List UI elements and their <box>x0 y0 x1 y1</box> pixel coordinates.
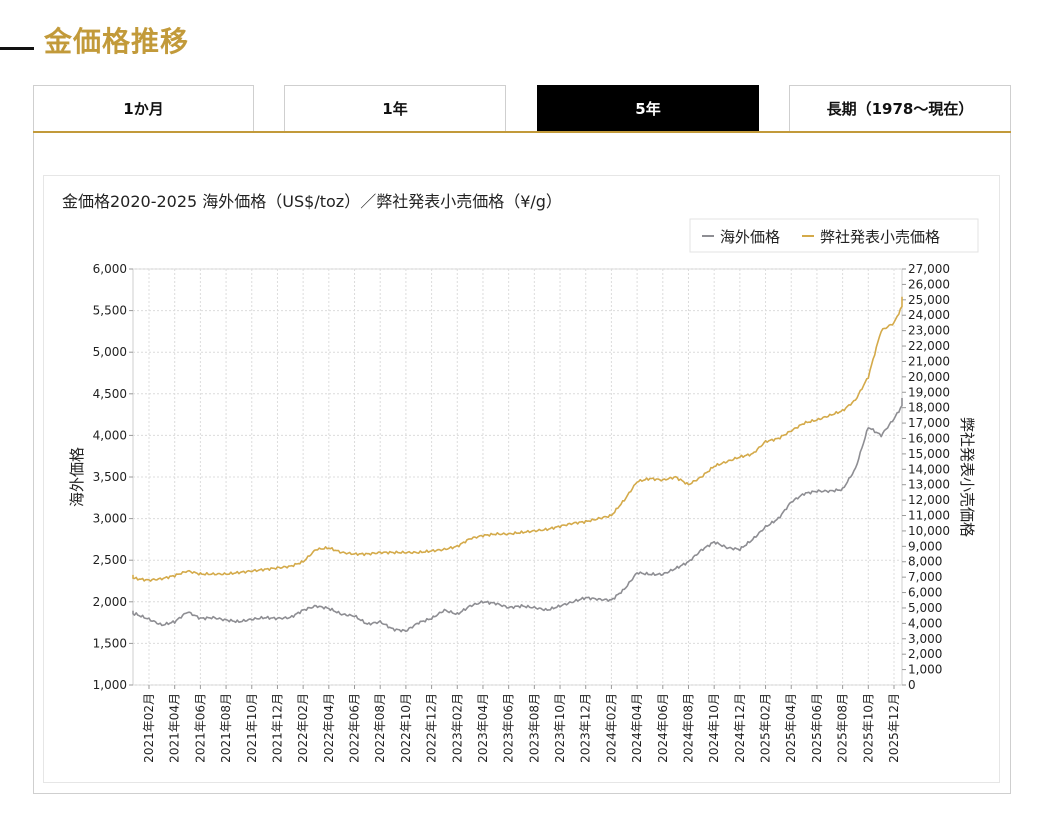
y2-tick-label: 2,000 <box>908 647 942 661</box>
x-tick-label: 2025年02月 <box>759 693 773 763</box>
period-tabs: 1か月 1年 5年 長期（1978〜現在） <box>33 85 1011 133</box>
tab-long-term[interactable]: 長期（1978〜現在） <box>789 85 1011 131</box>
x-tick-label: 2023年12月 <box>579 693 593 763</box>
x-tick-label: 2021年02月 <box>142 693 156 763</box>
x-tick-label: 2022年08月 <box>373 693 387 763</box>
x-tick-label: 2025年08月 <box>836 693 850 763</box>
y2-tick-label: 24,000 <box>908 308 950 322</box>
tab-1-year[interactable]: 1年 <box>284 85 506 131</box>
x-tick-label: 2025年10月 <box>861 693 875 763</box>
x-tick-label: 2025年12月 <box>887 693 901 763</box>
y2-tick-label: 5,000 <box>908 601 942 615</box>
y2-tick-label: 1,000 <box>908 663 942 677</box>
y2-tick-label: 14,000 <box>908 462 950 476</box>
x-tick-label: 2023年08月 <box>527 693 541 763</box>
y2-tick-label: 3,000 <box>908 632 942 646</box>
x-tick-label: 2023年06月 <box>502 693 516 763</box>
y-tick-label: 4,000 <box>93 428 127 442</box>
y2-tick-label: 7,000 <box>908 570 942 584</box>
x-tick-label: 2024年12月 <box>733 693 747 763</box>
page-title: 金価格推移 <box>44 25 190 58</box>
series-line-overseas <box>132 398 903 633</box>
legend-box <box>689 218 979 253</box>
y2-tick-label: 17,000 <box>908 416 950 430</box>
tab-5-years[interactable]: 5年 <box>537 85 759 131</box>
y-tick-label: 6,000 <box>93 262 127 276</box>
x-tick-label: 2022年10月 <box>399 693 413 763</box>
title-underline <box>0 47 34 50</box>
y2-tick-label: 15,000 <box>908 447 950 461</box>
x-tick-label: 2021年12月 <box>270 693 284 763</box>
y2-tick-label: 10,000 <box>908 524 950 538</box>
y2-tick-label: 18,000 <box>908 401 950 415</box>
x-tick-label: 2023年04月 <box>476 693 490 763</box>
x-tick-label: 2024年02月 <box>604 693 618 763</box>
y2-tick-label: 6,000 <box>908 586 942 600</box>
y2-tick-label: 9,000 <box>908 539 942 553</box>
tab-1-month[interactable]: 1か月 <box>33 85 254 131</box>
x-tick-label: 2025年06月 <box>810 693 824 763</box>
y2-tick-label: 26,000 <box>908 277 950 291</box>
x-tick-label: 2023年10月 <box>553 693 567 763</box>
x-tick-label: 2024年10月 <box>707 693 721 763</box>
y-axis-title: 海外価格 <box>68 447 86 507</box>
y2-tick-label: 23,000 <box>908 324 950 338</box>
x-tick-label: 2022年02月 <box>296 693 310 763</box>
y2-axis-title: 弊社発表小売価格 <box>958 417 976 537</box>
y-tick-label: 5,500 <box>93 304 127 318</box>
legend-label-overseas[interactable]: 海外価格 <box>720 228 780 246</box>
x-tick-label: 2024年04月 <box>630 693 644 763</box>
y2-tick-label: 22,000 <box>908 339 950 353</box>
y2-tick-label: 12,000 <box>908 493 950 507</box>
legend-label-retail[interactable]: 弊社発表小売価格 <box>820 228 940 246</box>
chart-title: 金価格2020-2025 海外価格（US$/toz）／弊社発表小売価格（¥/g） <box>62 192 562 211</box>
x-tick-label: 2025年04月 <box>784 693 798 763</box>
x-tick-label: 2023年02月 <box>450 693 464 763</box>
y-tick-label: 3,000 <box>93 512 127 526</box>
y2-tick-label: 20,000 <box>908 370 950 384</box>
x-tick-label: 2022年04月 <box>322 693 336 763</box>
chart-container <box>43 175 1000 783</box>
x-tick-label: 2021年08月 <box>219 693 233 763</box>
y-tick-label: 4,500 <box>93 387 127 401</box>
x-tick-label: 2021年06月 <box>193 693 207 763</box>
y-tick-label: 5,000 <box>93 345 127 359</box>
y2-tick-label: 21,000 <box>908 354 950 368</box>
x-tick-label: 2024年08月 <box>681 693 695 763</box>
x-tick-label: 2024年06月 <box>656 693 670 763</box>
y2-tick-label: 16,000 <box>908 431 950 445</box>
y2-tick-label: 19,000 <box>908 385 950 399</box>
x-tick-label: 2021年04月 <box>168 693 182 763</box>
x-tick-label: 2021年10月 <box>245 693 259 763</box>
y2-tick-label: 11,000 <box>908 509 950 523</box>
y2-tick-label: 8,000 <box>908 555 942 569</box>
y-tick-label: 2,000 <box>93 595 127 609</box>
y-tick-label: 1,000 <box>93 678 127 692</box>
y-tick-label: 3,500 <box>93 470 127 484</box>
y2-tick-label: 27,000 <box>908 262 950 276</box>
series-line-retail <box>132 296 903 582</box>
y2-tick-label: 25,000 <box>908 293 950 307</box>
y2-tick-label: 13,000 <box>908 478 950 492</box>
y-tick-label: 1,500 <box>93 636 127 650</box>
y2-tick-label: 4,000 <box>908 616 942 630</box>
x-tick-label: 2022年12月 <box>425 693 439 763</box>
y-tick-label: 2,500 <box>93 553 127 567</box>
tab-panel <box>33 133 1011 794</box>
y2-tick-label: 0 <box>908 678 916 692</box>
x-tick-label: 2022年06月 <box>348 693 362 763</box>
